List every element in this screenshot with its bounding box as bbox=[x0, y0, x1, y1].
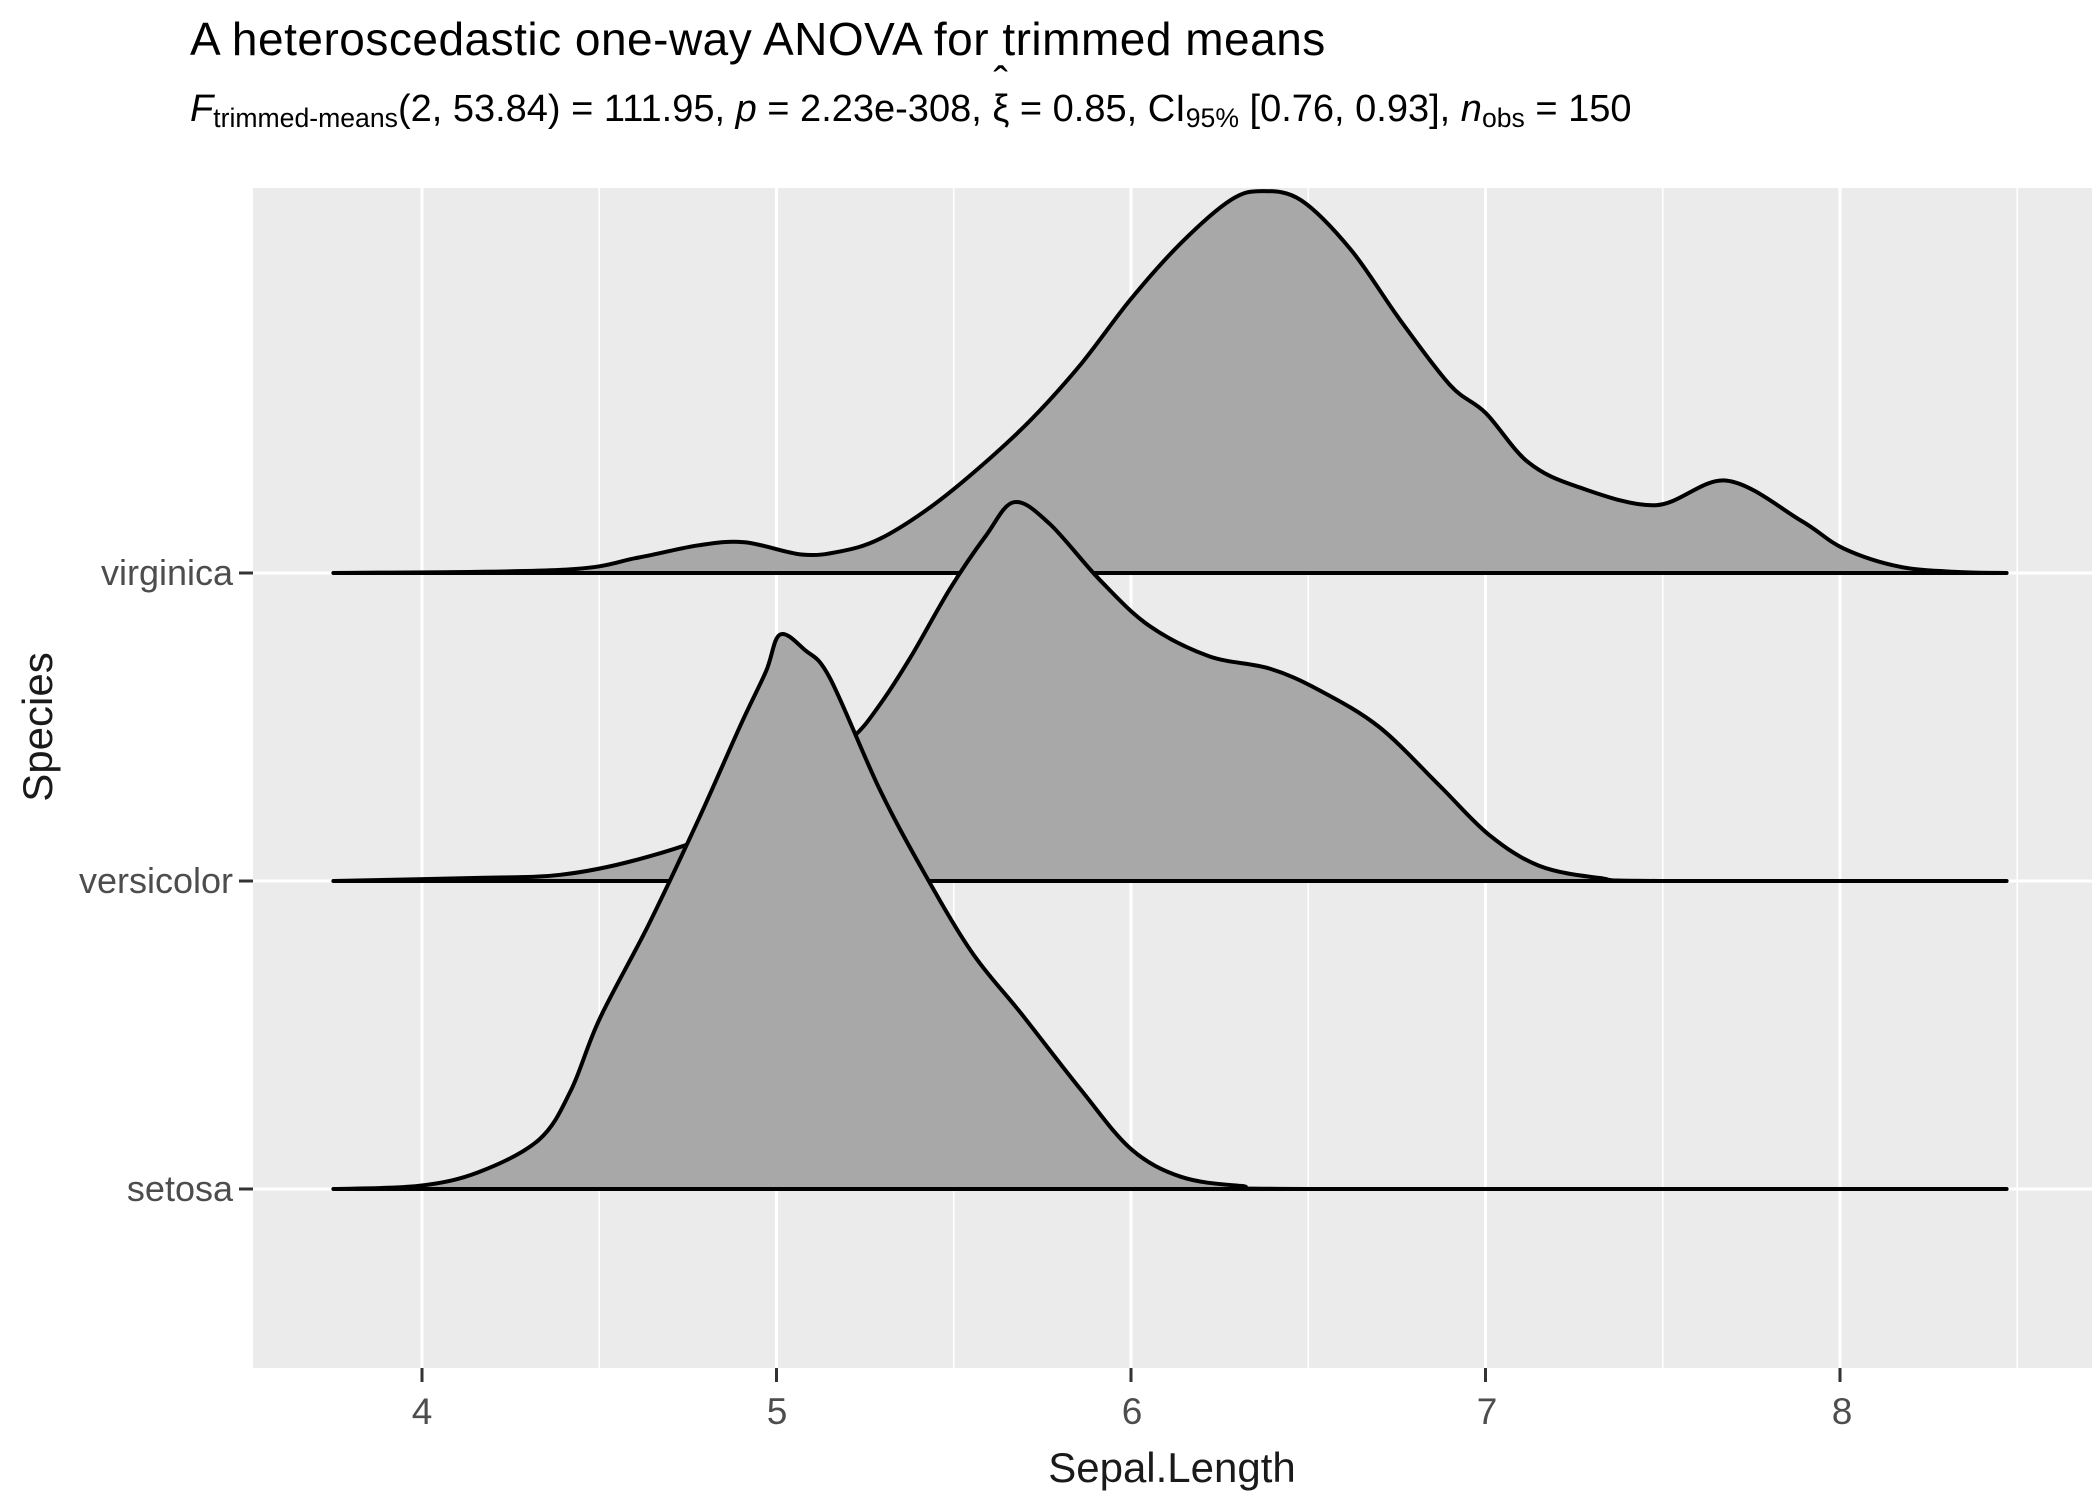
n-symbol: n bbox=[1460, 88, 1482, 130]
density-ridge-setosa bbox=[331, 631, 2009, 1192]
y-tick-label-virginica: virginica bbox=[100, 552, 233, 593]
density-ridges bbox=[331, 189, 2009, 1192]
f-statistic-symbol: F bbox=[190, 88, 214, 130]
x-tick-label-4: 4 bbox=[411, 1391, 433, 1432]
ci-subscript: 95% bbox=[1185, 102, 1239, 133]
df-and-f-value: (2, 53.84) = 111.95, bbox=[397, 88, 736, 130]
axis-tick-marks bbox=[239, 571, 1842, 1382]
p-symbol: p bbox=[735, 88, 757, 130]
f-statistic-subscript: trimmed-means bbox=[213, 102, 398, 133]
n-value: = 150 bbox=[1524, 88, 1632, 130]
x-axis-title: Sepal.Length bbox=[1048, 1444, 1296, 1491]
x-tick-label-8: 8 bbox=[1831, 1391, 1853, 1432]
x-tick-label-5: 5 bbox=[766, 1391, 788, 1432]
y-tick-label-versicolor: versicolor bbox=[78, 860, 233, 901]
p-value: = 2.23e-308, bbox=[756, 88, 993, 130]
plot-subtitle: Ftrimmed-means(2, 53.84) = 111.95, p = 2… bbox=[190, 57, 1632, 134]
y-tick-label-setosa: setosa bbox=[126, 1168, 233, 1209]
plot-title: A heteroscedastic one-way ANOVA for trim… bbox=[190, 13, 1326, 65]
ci-interval: [0.76, 0.93], bbox=[1238, 88, 1461, 130]
effect-size-value: = 0.85, CI bbox=[1009, 88, 1186, 130]
x-tick-label-6: 6 bbox=[1121, 1391, 1143, 1432]
y-axis-title: Species bbox=[14, 652, 61, 802]
n-subscript: obs bbox=[1481, 102, 1525, 133]
x-tick-label-7: 7 bbox=[1476, 1391, 1498, 1432]
hat-accent: ˆ bbox=[993, 57, 1009, 107]
density-ridge-virginica bbox=[331, 189, 2009, 575]
